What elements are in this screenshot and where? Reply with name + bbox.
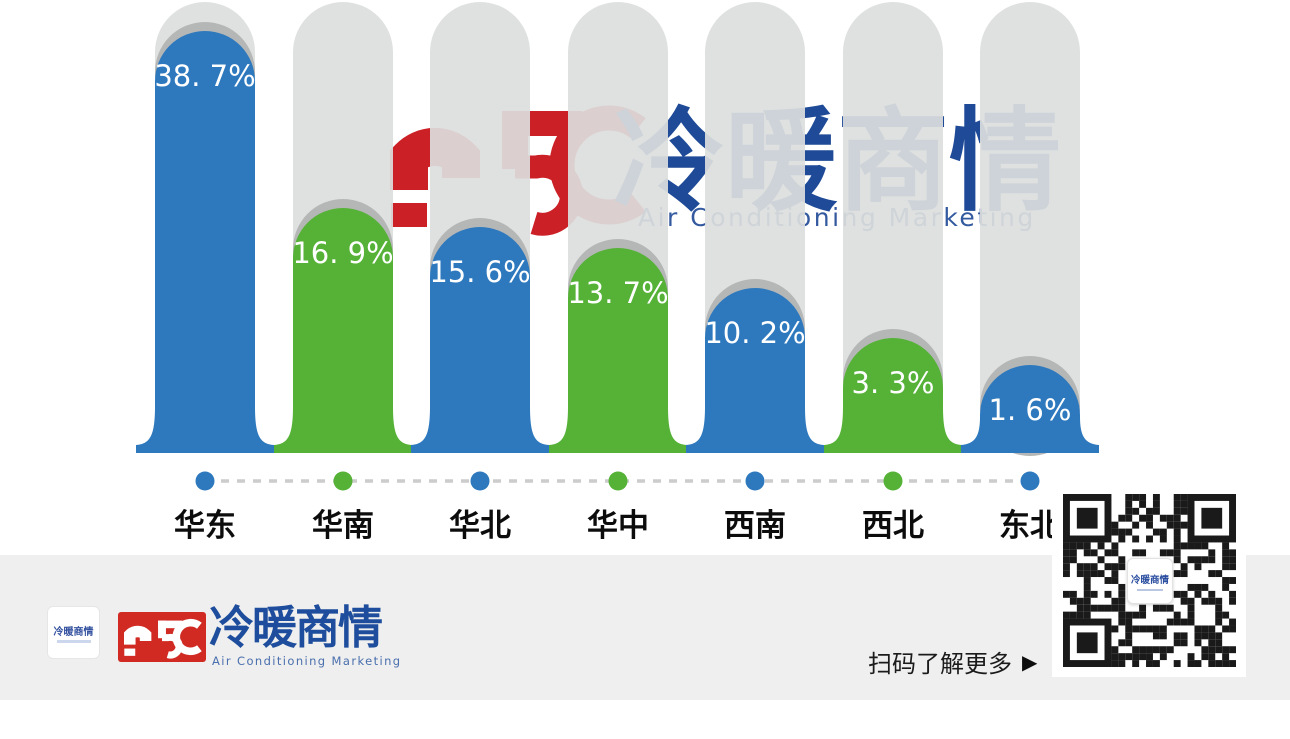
axis-dot-华中 bbox=[608, 471, 628, 491]
bar-华中: 13. 7% bbox=[549, 2, 687, 453]
axis-dot-东北 bbox=[1020, 471, 1040, 491]
bar-value-label: 16. 9% bbox=[292, 236, 393, 270]
nsc-logo-icon bbox=[124, 618, 200, 656]
region-share-chart: 冷暖商情 Air Conditioning Marketing 38. 7%16… bbox=[136, 2, 1099, 543]
bar-value-label: 38. 7% bbox=[154, 59, 255, 93]
bar-西北: 3. 3% bbox=[824, 2, 962, 453]
bar-value-label: 3. 3% bbox=[852, 366, 935, 400]
footer-badge: 冷暖商情 bbox=[48, 607, 99, 658]
axis-dot-华北 bbox=[470, 471, 490, 491]
bar-华北: 15. 6% bbox=[411, 2, 549, 453]
arrow-right-icon: ▶ bbox=[1022, 649, 1038, 674]
category-label-东北: 东北 bbox=[999, 508, 1061, 543]
axis-dot-西南 bbox=[745, 471, 765, 491]
qr-center-logo: 冷暖商情 bbox=[1127, 558, 1173, 604]
bar-fill bbox=[549, 248, 687, 453]
category-label-华北: 华北 bbox=[449, 508, 511, 543]
category-label-西南: 西南 bbox=[724, 508, 786, 543]
qr-pattern bbox=[1063, 494, 1236, 667]
category-label-华中: 华中 bbox=[587, 508, 649, 543]
bar-track bbox=[980, 2, 1080, 446]
footer-badge-subline bbox=[56, 639, 91, 643]
bar-西南: 10. 2% bbox=[686, 2, 824, 453]
qr-center-logo-label: 冷暖商情 bbox=[1130, 574, 1169, 586]
footer-brand-en: Air Conditioning Marketing bbox=[212, 654, 402, 668]
bar-东北: 1. 6% bbox=[961, 2, 1099, 456]
bar-fill bbox=[686, 288, 824, 453]
bar-fill bbox=[411, 227, 549, 453]
bar-fill bbox=[136, 31, 274, 453]
category-label-华南: 华南 bbox=[312, 508, 374, 543]
bar-value-label: 13. 7% bbox=[567, 276, 668, 310]
axis-dot-西北 bbox=[883, 471, 903, 491]
nsc-logo-red-box bbox=[118, 612, 206, 662]
bar-fill bbox=[274, 208, 412, 453]
category-axis: 华东 华南 华北 华中 西南 西北 东北 bbox=[174, 471, 1061, 543]
bar-value-label: 15. 6% bbox=[429, 255, 530, 289]
bar-value-label: 1. 6% bbox=[989, 393, 1072, 427]
watermark-brand-en: Air Conditioning Marketing bbox=[638, 203, 1036, 232]
footer-brand-cjk: 冷暖商情 bbox=[209, 601, 383, 654]
qr-code: 冷暖商情 bbox=[1052, 481, 1246, 677]
bar-华东: 38. 7% bbox=[136, 2, 274, 453]
scan-cta-label: 扫码了解更多 bbox=[868, 650, 1012, 678]
bar-fill bbox=[824, 338, 962, 453]
qr-center-logo-subline bbox=[1137, 588, 1163, 591]
axis-dot-华南 bbox=[333, 471, 353, 491]
scan-cta: 扫码了解更多 ▶ bbox=[868, 644, 1037, 679]
axis-dot-华东 bbox=[195, 471, 215, 491]
bar-series: 38. 7% 16. 9% 15. 6% 13. 7% 10. 2% 3. 3% 1. 6% bbox=[136, 2, 1099, 456]
category-label-西北: 西北 bbox=[862, 508, 924, 543]
footer-badge-label: 冷暖商情 bbox=[53, 626, 94, 638]
bar-track bbox=[843, 2, 943, 446]
category-label-华东: 华东 bbox=[174, 508, 236, 543]
bar-value-label: 10. 2% bbox=[704, 316, 805, 350]
bar-fill bbox=[961, 365, 1099, 453]
bar-华南: 16. 9% bbox=[274, 2, 412, 453]
